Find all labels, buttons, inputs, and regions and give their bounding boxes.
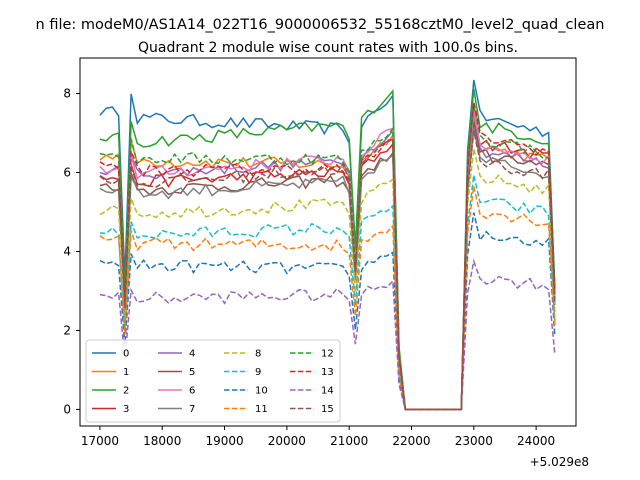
- legend-label-15: 15: [321, 404, 334, 415]
- legend-label-9: 9: [255, 367, 261, 378]
- plot-frame: [79, 57, 577, 427]
- series-line-9: [99, 174, 556, 411]
- y-tick-label: 0: [63, 402, 71, 416]
- series-line-11: [99, 185, 556, 411]
- legend-box: [85, 339, 341, 423]
- series-line-10: [99, 212, 556, 411]
- plot-lines: [99, 79, 556, 411]
- x-tick-label: 24000: [517, 434, 555, 448]
- legend-label-5: 5: [189, 367, 195, 378]
- series-line-15: [99, 130, 556, 411]
- x-tick-label: 21000: [330, 434, 368, 448]
- x-offset-label: +5.029e8: [530, 455, 589, 469]
- legend-label-4: 4: [189, 349, 195, 360]
- x-tick-label: 23000: [455, 434, 493, 448]
- x-tick-label: 17000: [81, 434, 119, 448]
- legend-label-0: 0: [123, 349, 129, 360]
- chart-suptitle: n file: modeM0/AS1A14_022T16_9000006532_…: [36, 17, 605, 33]
- x-axis: 17000 18000 19000 20000 21000 22000 23000 24000: [81, 426, 555, 448]
- legend-label-7: 7: [189, 404, 195, 415]
- series-line-6: [99, 110, 556, 411]
- y-tick-label: 2: [63, 323, 71, 337]
- series-line-0: [99, 79, 556, 411]
- legend-label-13: 13: [321, 367, 334, 378]
- legend-label-11: 11: [255, 404, 268, 415]
- y-axis: 0 2 4 6 8: [63, 87, 80, 416]
- y-tick-label: 8: [63, 87, 71, 101]
- series-line-13: [99, 101, 556, 411]
- x-tick-label: 20000: [268, 434, 306, 448]
- x-tick-label: 22000: [392, 434, 430, 448]
- x-tick-label: 18000: [143, 434, 181, 448]
- legend-label-6: 6: [189, 386, 195, 397]
- legend-label-12: 12: [321, 349, 334, 360]
- legend-label-2: 2: [123, 386, 129, 397]
- y-tick-label: 4: [63, 244, 71, 258]
- legend-label-14: 14: [321, 386, 334, 397]
- chart-title: Quadrant 2 module wise count rates with …: [138, 40, 518, 56]
- y-tick-label: 6: [63, 166, 71, 180]
- x-tick-label: 19000: [205, 434, 243, 448]
- series-line-5: [99, 121, 556, 411]
- legend-label-10: 10: [255, 386, 268, 397]
- legend-label-8: 8: [255, 349, 261, 360]
- legend-label-1: 1: [123, 367, 129, 378]
- series-line-14: [99, 258, 556, 411]
- legend-label-3: 3: [123, 404, 129, 415]
- series-line-2: [99, 88, 556, 411]
- series-line-8: [99, 148, 556, 411]
